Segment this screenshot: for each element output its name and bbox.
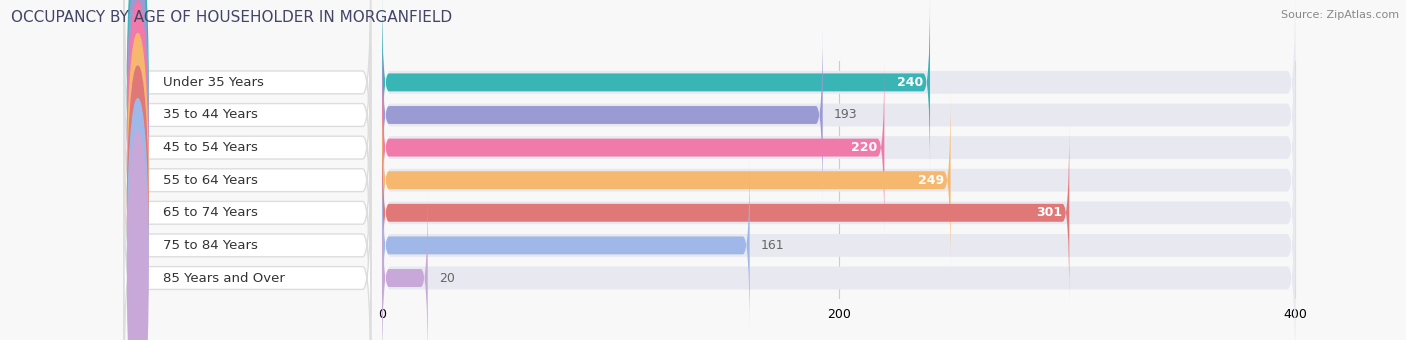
FancyBboxPatch shape [124, 110, 371, 316]
FancyBboxPatch shape [382, 12, 1295, 218]
Text: Under 35 Years: Under 35 Years [163, 76, 264, 89]
Circle shape [128, 99, 148, 340]
FancyBboxPatch shape [382, 124, 1070, 302]
FancyBboxPatch shape [124, 12, 371, 218]
FancyBboxPatch shape [124, 45, 371, 250]
Circle shape [128, 131, 148, 340]
Text: OCCUPANCY BY AGE OF HOUSEHOLDER IN MORGANFIELD: OCCUPANCY BY AGE OF HOUSEHOLDER IN MORGA… [11, 10, 453, 25]
Text: 161: 161 [761, 239, 785, 252]
Text: 35 to 44 Years: 35 to 44 Years [163, 108, 257, 121]
FancyBboxPatch shape [382, 45, 1295, 250]
Text: 55 to 64 Years: 55 to 64 Years [163, 174, 257, 187]
Text: 301: 301 [1036, 206, 1063, 219]
Text: 220: 220 [851, 141, 877, 154]
FancyBboxPatch shape [382, 189, 427, 340]
FancyBboxPatch shape [382, 110, 1295, 316]
Text: 45 to 54 Years: 45 to 54 Years [163, 141, 257, 154]
Text: 65 to 74 Years: 65 to 74 Years [163, 206, 257, 219]
Text: 75 to 84 Years: 75 to 84 Years [163, 239, 257, 252]
Circle shape [128, 0, 148, 229]
FancyBboxPatch shape [382, 91, 950, 269]
FancyBboxPatch shape [124, 143, 371, 340]
Circle shape [128, 1, 148, 294]
FancyBboxPatch shape [124, 78, 371, 283]
Text: 240: 240 [897, 76, 924, 89]
Text: 20: 20 [439, 272, 456, 285]
FancyBboxPatch shape [382, 156, 749, 334]
Circle shape [128, 0, 148, 262]
Text: 85 Years and Over: 85 Years and Over [163, 272, 285, 285]
FancyBboxPatch shape [382, 0, 929, 171]
FancyBboxPatch shape [382, 78, 1295, 283]
FancyBboxPatch shape [382, 0, 1295, 185]
Circle shape [128, 66, 148, 340]
FancyBboxPatch shape [124, 0, 371, 185]
Text: 249: 249 [918, 174, 943, 187]
Text: Source: ZipAtlas.com: Source: ZipAtlas.com [1281, 10, 1399, 20]
FancyBboxPatch shape [382, 59, 884, 236]
FancyBboxPatch shape [382, 26, 823, 204]
FancyBboxPatch shape [382, 143, 1295, 340]
FancyBboxPatch shape [382, 175, 1295, 340]
Text: 193: 193 [834, 108, 858, 121]
FancyBboxPatch shape [124, 175, 371, 340]
Circle shape [128, 33, 148, 327]
